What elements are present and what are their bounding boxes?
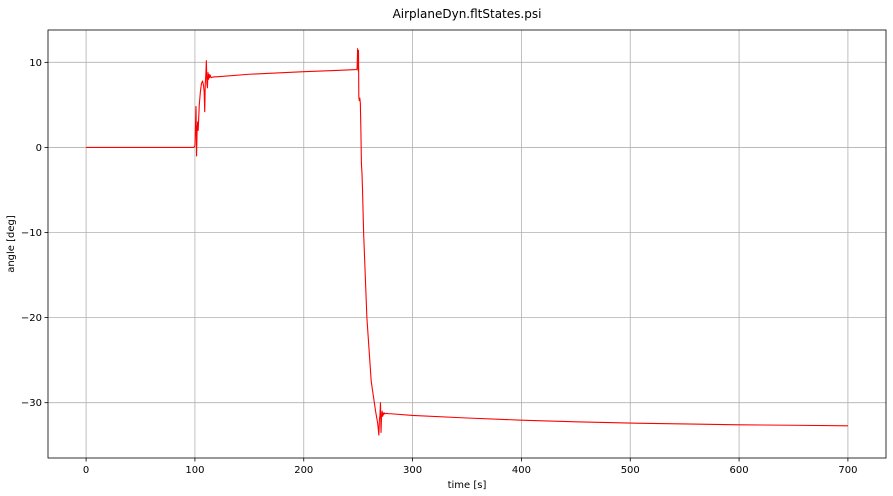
y-tick-label: 10 bbox=[29, 58, 42, 69]
y-axis-label: angle [deg] bbox=[6, 215, 17, 273]
y-tick-label: 0 bbox=[36, 143, 42, 154]
x-tick-label: 200 bbox=[294, 465, 313, 476]
x-tick-label: 600 bbox=[730, 465, 749, 476]
x-tick-label: 0 bbox=[83, 465, 89, 476]
x-tick-label: 100 bbox=[185, 465, 204, 476]
y-tick-label: −10 bbox=[21, 228, 42, 239]
series-line-0 bbox=[86, 48, 848, 436]
series-layer bbox=[86, 48, 848, 436]
x-tick-label: 700 bbox=[838, 465, 857, 476]
x-tick-label: 300 bbox=[403, 465, 422, 476]
y-tick-label: −20 bbox=[21, 313, 42, 324]
grid bbox=[48, 30, 886, 458]
chart-title: AirplaneDyn.fltStates.psi bbox=[393, 7, 542, 21]
plot-frame bbox=[47, 29, 887, 459]
x-tick-label: 500 bbox=[621, 465, 640, 476]
x-tick-label: 400 bbox=[512, 465, 531, 476]
y-tick-label: −30 bbox=[21, 398, 42, 409]
x-axis-label: time [s] bbox=[448, 480, 487, 491]
